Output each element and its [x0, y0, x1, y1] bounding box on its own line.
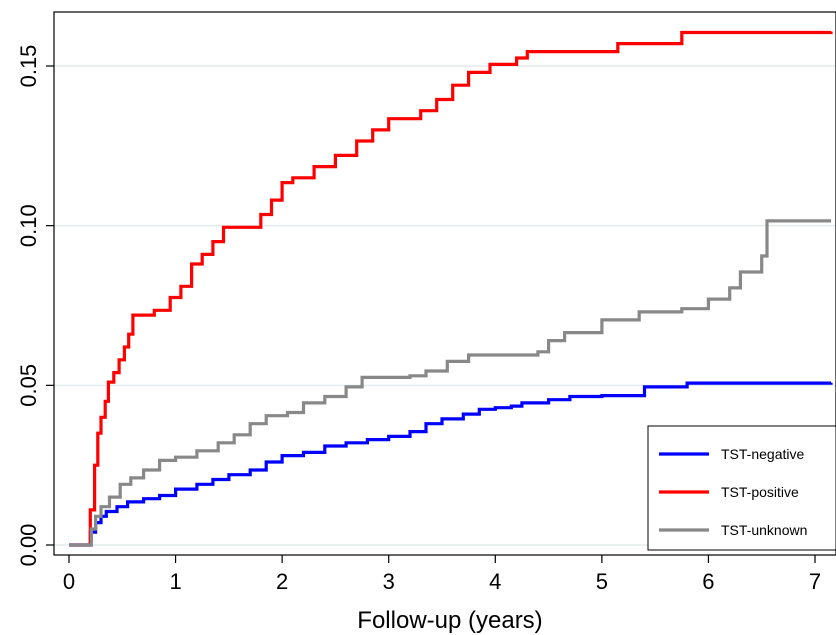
legend: TST-negative TST-positive TST-unknown	[647, 425, 836, 551]
y-tick-label-3: 0.15	[16, 45, 41, 88]
x-tick-label-2: 2	[276, 569, 288, 594]
x-tick-label-4: 4	[489, 569, 501, 594]
y-tick-label-0: 0.00	[16, 524, 41, 567]
x-tick-label-3: 3	[383, 569, 395, 594]
x-tick-label-5: 5	[596, 569, 608, 594]
legend-label-tst-unknown: TST-unknown	[721, 522, 807, 538]
y-tick-label-1: 0.05	[16, 364, 41, 407]
x-axis: 0 1 2 3 4 5 6 7	[63, 555, 821, 594]
series-line-tst-negative	[69, 381, 833, 547]
series-lines	[69, 30, 833, 547]
series-line-tst-positive	[69, 30, 833, 547]
plot-frame	[53, 11, 836, 556]
x-tick-label-6: 6	[702, 569, 714, 594]
y-tick-label-2: 0.10	[16, 204, 41, 247]
legend-label-tst-negative: TST-negative	[721, 446, 804, 462]
x-tick-label-0: 0	[63, 569, 75, 594]
y-axis: 0.00 0.05 0.10 0.15	[16, 45, 54, 567]
x-axis-title: Follow-up (years)	[357, 607, 542, 634]
x-tick-label-1: 1	[169, 569, 181, 594]
legend-label-tst-positive: TST-positive	[721, 484, 799, 500]
series-line-tst-unknown	[69, 219, 831, 547]
x-tick-label-7: 7	[809, 569, 821, 594]
